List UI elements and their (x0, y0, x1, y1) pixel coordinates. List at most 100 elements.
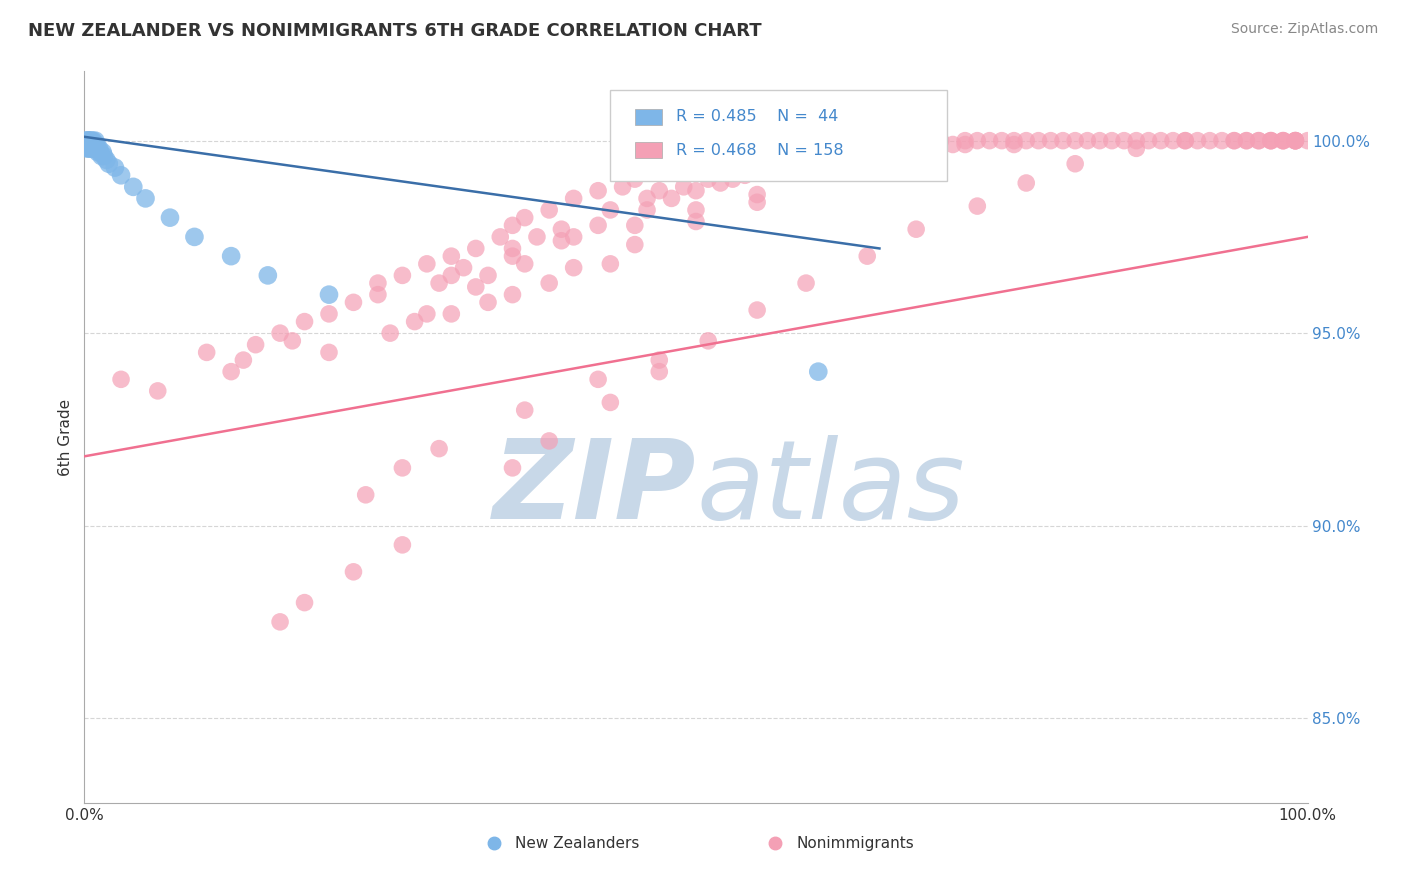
Point (685, 157, 707, 171)
Point (831, 137, 853, 152)
Point (953, 137, 976, 152)
Point (1174, 134, 1197, 148)
Point (96, 153, 118, 167)
Point (477, 295, 499, 310)
Point (318, 345, 340, 359)
Point (79, 134, 101, 148)
Point (844, 149, 866, 163)
Point (685, 202, 707, 217)
Text: NEW ZEALANDER VS NONIMMIGRANTS 6TH GRADE CORRELATION CHART: NEW ZEALANDER VS NONIMMIGRANTS 6TH GRADE… (28, 22, 762, 40)
Point (110, 169, 132, 183)
Point (807, 365, 830, 379)
Point (453, 260, 475, 275)
Point (195, 345, 218, 359)
Point (661, 191, 683, 205)
Point (672, 179, 695, 194)
Point (747, 145, 769, 160)
Point (219, 249, 242, 263)
Point (562, 260, 585, 275)
Point (135, 191, 157, 205)
Point (661, 164, 683, 178)
Point (318, 287, 340, 301)
Point (599, 257, 621, 271)
Point (747, 303, 769, 318)
Point (391, 461, 413, 475)
Point (770, 164, 793, 178)
Text: Nonimmigrants: Nonimmigrants (796, 836, 914, 851)
Point (721, 172, 744, 186)
Point (758, 157, 780, 171)
Point (734, 169, 756, 183)
Bar (636, 143, 662, 159)
Point (93, 149, 115, 163)
Point (77, 134, 100, 148)
Point (880, 134, 903, 148)
Point (599, 395, 621, 409)
Point (87, 141, 110, 155)
Point (1125, 134, 1147, 148)
Point (709, 176, 731, 190)
Point (905, 222, 928, 236)
Point (685, 184, 707, 198)
Text: R = 0.468    N = 158: R = 0.468 N = 158 (676, 143, 844, 158)
Point (97, 157, 120, 171)
Point (342, 565, 364, 579)
Point (294, 315, 316, 329)
Point (538, 276, 561, 290)
Point (1028, 134, 1050, 148)
Point (380, 326, 402, 340)
Point (979, 134, 1001, 148)
Point (76, 137, 98, 152)
Point (80, 137, 103, 152)
Point (1161, 134, 1184, 148)
Point (502, 242, 524, 256)
Point (1296, 134, 1319, 148)
Point (1247, 134, 1270, 148)
Point (1150, 134, 1173, 148)
Point (1272, 134, 1295, 148)
Point (697, 334, 720, 348)
Text: atlas: atlas (696, 434, 965, 541)
Point (966, 199, 988, 213)
Point (562, 191, 585, 205)
Point (1015, 176, 1038, 190)
Point (807, 141, 830, 155)
Point (464, 280, 486, 294)
Point (747, 195, 769, 210)
Point (294, 596, 316, 610)
Point (538, 202, 561, 217)
Point (1272, 134, 1295, 148)
Point (794, 276, 817, 290)
Point (489, 230, 512, 244)
Point (1236, 134, 1258, 148)
Point (90, 149, 112, 163)
Point (599, 202, 621, 217)
Y-axis label: 6th Grade: 6th Grade (58, 399, 73, 475)
Point (84, 137, 107, 152)
Point (1002, 137, 1025, 152)
Point (1015, 134, 1038, 148)
Point (747, 187, 769, 202)
Point (1223, 134, 1246, 148)
Point (513, 403, 536, 417)
Point (82, 134, 104, 148)
Point (1052, 134, 1074, 148)
Text: Source: ZipAtlas.com: Source: ZipAtlas.com (1230, 22, 1378, 37)
Point (76, 134, 98, 148)
Point (831, 153, 853, 167)
Point (1260, 134, 1282, 148)
Point (807, 145, 830, 160)
Point (477, 268, 499, 283)
Point (110, 372, 132, 386)
Point (318, 307, 340, 321)
Point (89, 145, 111, 160)
Text: R = 0.485    N =  44: R = 0.485 N = 44 (676, 109, 839, 124)
Point (697, 172, 720, 186)
Point (77, 137, 100, 152)
FancyBboxPatch shape (610, 90, 946, 181)
Point (440, 249, 463, 263)
Point (86, 137, 108, 152)
Point (80, 134, 103, 148)
Point (562, 230, 585, 244)
Bar (636, 109, 662, 125)
